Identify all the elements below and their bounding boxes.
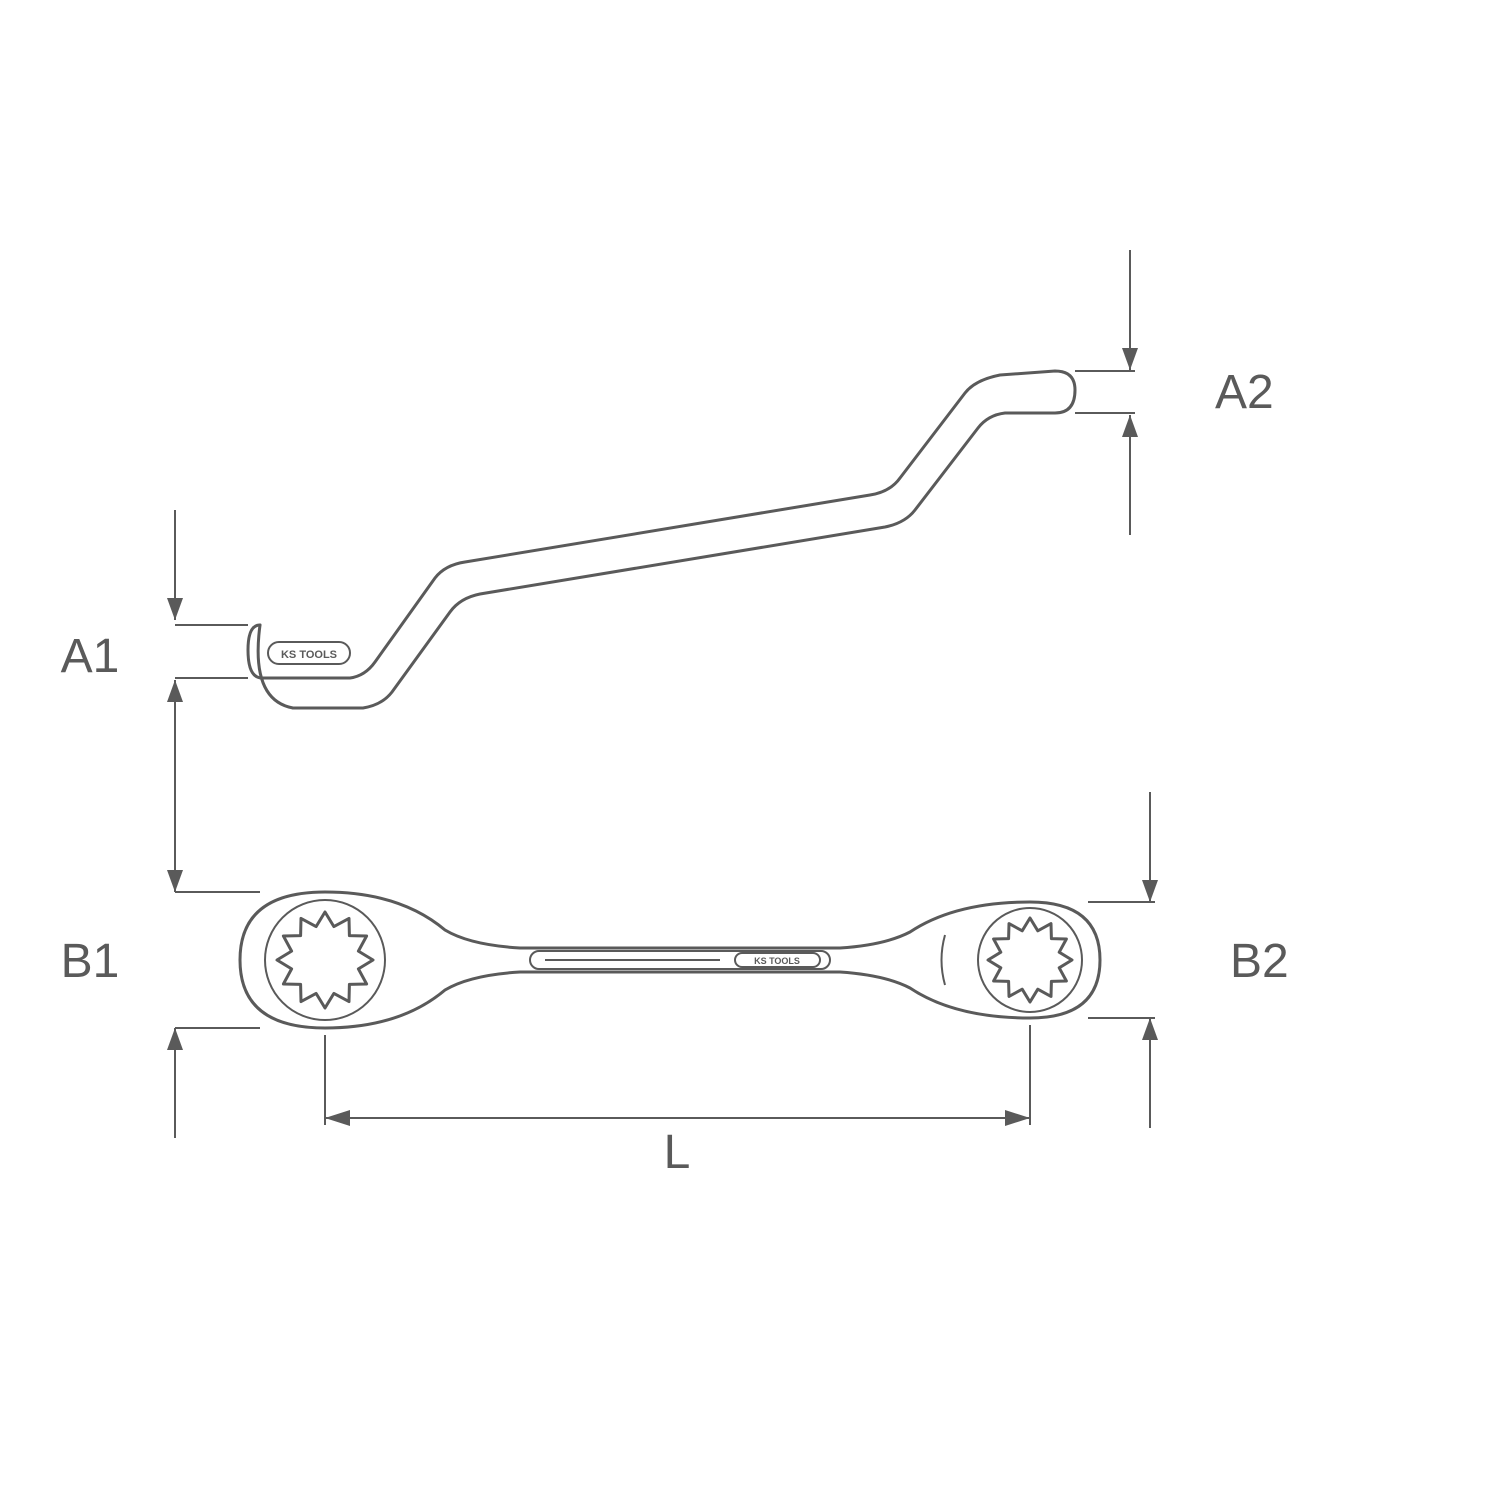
brand-label-side: KS TOOLS xyxy=(281,649,337,661)
label-B1: B1 xyxy=(61,935,120,988)
top-view: KS TOOLS xyxy=(240,892,1100,1028)
left-socket xyxy=(277,912,373,1008)
dim-A2: A2 xyxy=(1075,250,1274,535)
right-socket xyxy=(988,918,1072,1002)
dim-L: L xyxy=(325,1025,1030,1179)
dim-B1: B1 xyxy=(61,782,260,1138)
technical-drawing: KS TOOLS KS TOOLS A1 A2 xyxy=(0,0,1500,1500)
label-L: L xyxy=(664,1126,691,1179)
label-A1: A1 xyxy=(61,630,120,683)
dim-A1: A1 xyxy=(61,510,248,790)
label-B2: B2 xyxy=(1230,935,1289,988)
brand-label-top: KS TOOLS xyxy=(754,956,800,966)
dim-B2: B2 xyxy=(1088,792,1289,1128)
side-view: KS TOOLS xyxy=(248,371,1075,708)
label-A2: A2 xyxy=(1215,366,1274,419)
